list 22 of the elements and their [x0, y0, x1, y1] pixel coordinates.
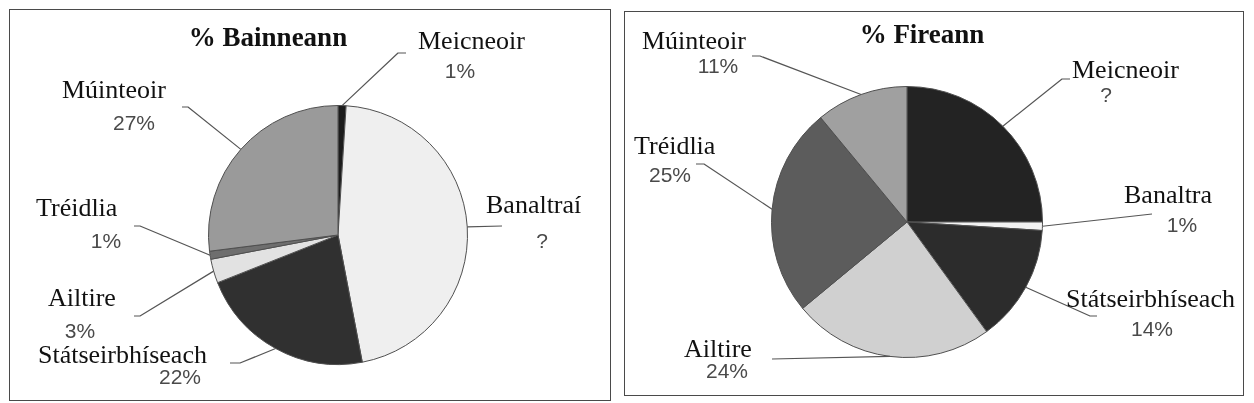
slice-label: Meicneoir: [418, 25, 526, 55]
slice-label: Múinteoir: [62, 74, 167, 104]
data-label: 25%: [648, 162, 692, 186]
slice-label: Banaltra: [1124, 179, 1213, 209]
data-label: 27%: [112, 110, 156, 134]
data-label: 11%: [697, 53, 739, 77]
data-label: 1%: [444, 58, 476, 82]
slice-label: Múinteoir: [642, 25, 747, 55]
data-label: ?: [1100, 82, 1112, 106]
data-label: ?: [536, 228, 548, 252]
slice-label: Meicneoir: [1072, 54, 1180, 84]
chart-title: % Fireann: [859, 18, 985, 49]
slice-label: Ailtire: [48, 282, 116, 312]
slice-label: Tréidlia: [634, 130, 716, 160]
slice-label: Státseirbhíseach: [1066, 283, 1235, 313]
data-label: 3%: [64, 318, 96, 342]
data-label: 1%: [1166, 212, 1198, 236]
chart-title: % Bainneann: [188, 21, 348, 52]
slice-label: Banaltraí: [486, 189, 582, 219]
data-label: 1%: [90, 228, 122, 252]
data-label: 14%: [1130, 316, 1174, 340]
slice-label: Tréidlia: [36, 192, 118, 222]
